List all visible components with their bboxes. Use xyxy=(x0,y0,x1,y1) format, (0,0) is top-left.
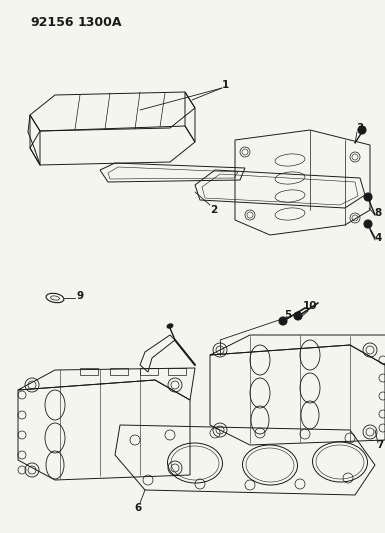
Ellipse shape xyxy=(364,220,372,228)
Text: 6: 6 xyxy=(134,503,142,513)
Ellipse shape xyxy=(167,324,173,328)
Text: 1300A: 1300A xyxy=(78,16,122,29)
Text: 9: 9 xyxy=(77,291,84,301)
Text: 2: 2 xyxy=(210,205,218,215)
Text: 4: 4 xyxy=(374,233,382,243)
Text: 7: 7 xyxy=(376,440,384,450)
Ellipse shape xyxy=(364,193,372,201)
Ellipse shape xyxy=(294,312,302,320)
Ellipse shape xyxy=(358,126,366,134)
Text: 92156: 92156 xyxy=(30,16,74,29)
Text: 1: 1 xyxy=(221,80,229,90)
Text: 8: 8 xyxy=(374,208,382,218)
Text: 5: 5 xyxy=(285,310,291,320)
Text: 10: 10 xyxy=(303,301,317,311)
Text: 3: 3 xyxy=(357,123,363,133)
Ellipse shape xyxy=(279,317,287,325)
